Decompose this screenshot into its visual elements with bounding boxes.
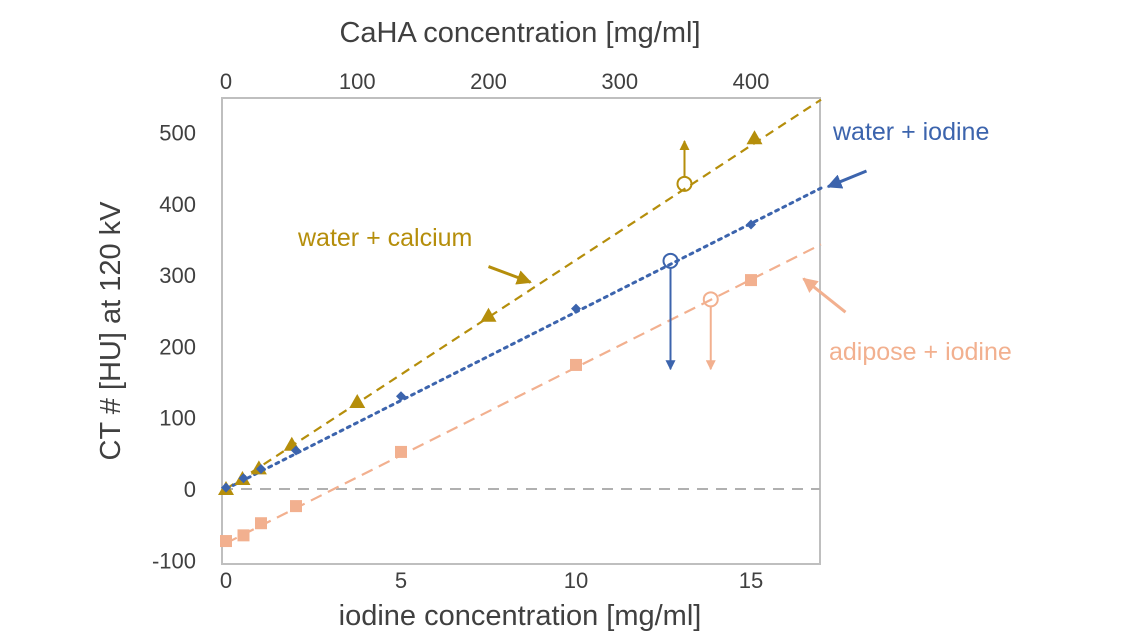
x-bottom-tick-label: 15	[739, 568, 763, 593]
adipose-iodine-annotation-arrow	[802, 277, 847, 314]
water-iodine-point	[396, 391, 406, 402]
water-iodine-point	[291, 445, 301, 456]
adipose-iodine-point	[255, 517, 267, 530]
water-iodine-point	[746, 219, 756, 230]
adipose-iodine-fit-line	[225, 243, 822, 545]
water-calcium-point	[349, 394, 366, 409]
water-iodine-fit-line	[224, 186, 823, 491]
y-tick-label: 100	[159, 406, 196, 431]
adipose-iodine-point	[290, 500, 302, 513]
adipose-iodine-point	[395, 445, 407, 458]
x-bottom-axis-title: iodine concentration [mg/ml]	[339, 600, 702, 632]
x-bottom-tick-label: 0	[220, 568, 232, 593]
adipose-iodine-point	[745, 274, 757, 287]
x-top-tick-label: 0	[220, 69, 232, 94]
water-calcium-fit-line	[225, 98, 822, 490]
water-calcium-point	[746, 130, 763, 145]
plot-frame	[221, 97, 821, 565]
x-top-tick-label: 300	[601, 69, 638, 94]
x-top-tick-label: 100	[339, 69, 376, 94]
y-tick-label: 0	[184, 477, 196, 502]
y-tick-label: -100	[152, 548, 196, 573]
x-bottom-tick-label: 5	[395, 568, 407, 593]
y-tick-label: 400	[159, 192, 196, 217]
x-top-axis-title: CaHA concentration [mg/ml]	[339, 17, 700, 49]
water-calcium-annotation-arrow	[487, 265, 532, 285]
y-tick-label: 200	[159, 334, 196, 359]
adipose-iodine-point	[237, 529, 250, 542]
y-tick-label: 500	[159, 121, 196, 146]
water-iodine-point	[256, 464, 266, 475]
x-bottom-tick-label: 10	[564, 568, 588, 593]
water-calcium-label: water + calcium	[297, 224, 472, 252]
water-iodine-annotation-arrow	[826, 169, 868, 189]
y-tick-label: 300	[159, 263, 196, 288]
x-top-tick-label: 200	[470, 69, 507, 94]
x-top-tick-label: 400	[733, 69, 770, 94]
adipose-iodine-point	[220, 535, 232, 548]
adipose-iodine-point	[570, 358, 582, 371]
water-calcium-point	[480, 307, 497, 322]
adipose-iodine-label: adipose + iodine	[829, 338, 1012, 366]
water-iodine-point	[221, 482, 231, 493]
water-iodine-point	[238, 473, 249, 484]
water-iodine-point	[571, 303, 581, 314]
water-iodine-label: water + iodine	[832, 118, 989, 146]
y-axis-title: CT # [HU] at 120 kV	[95, 201, 127, 461]
